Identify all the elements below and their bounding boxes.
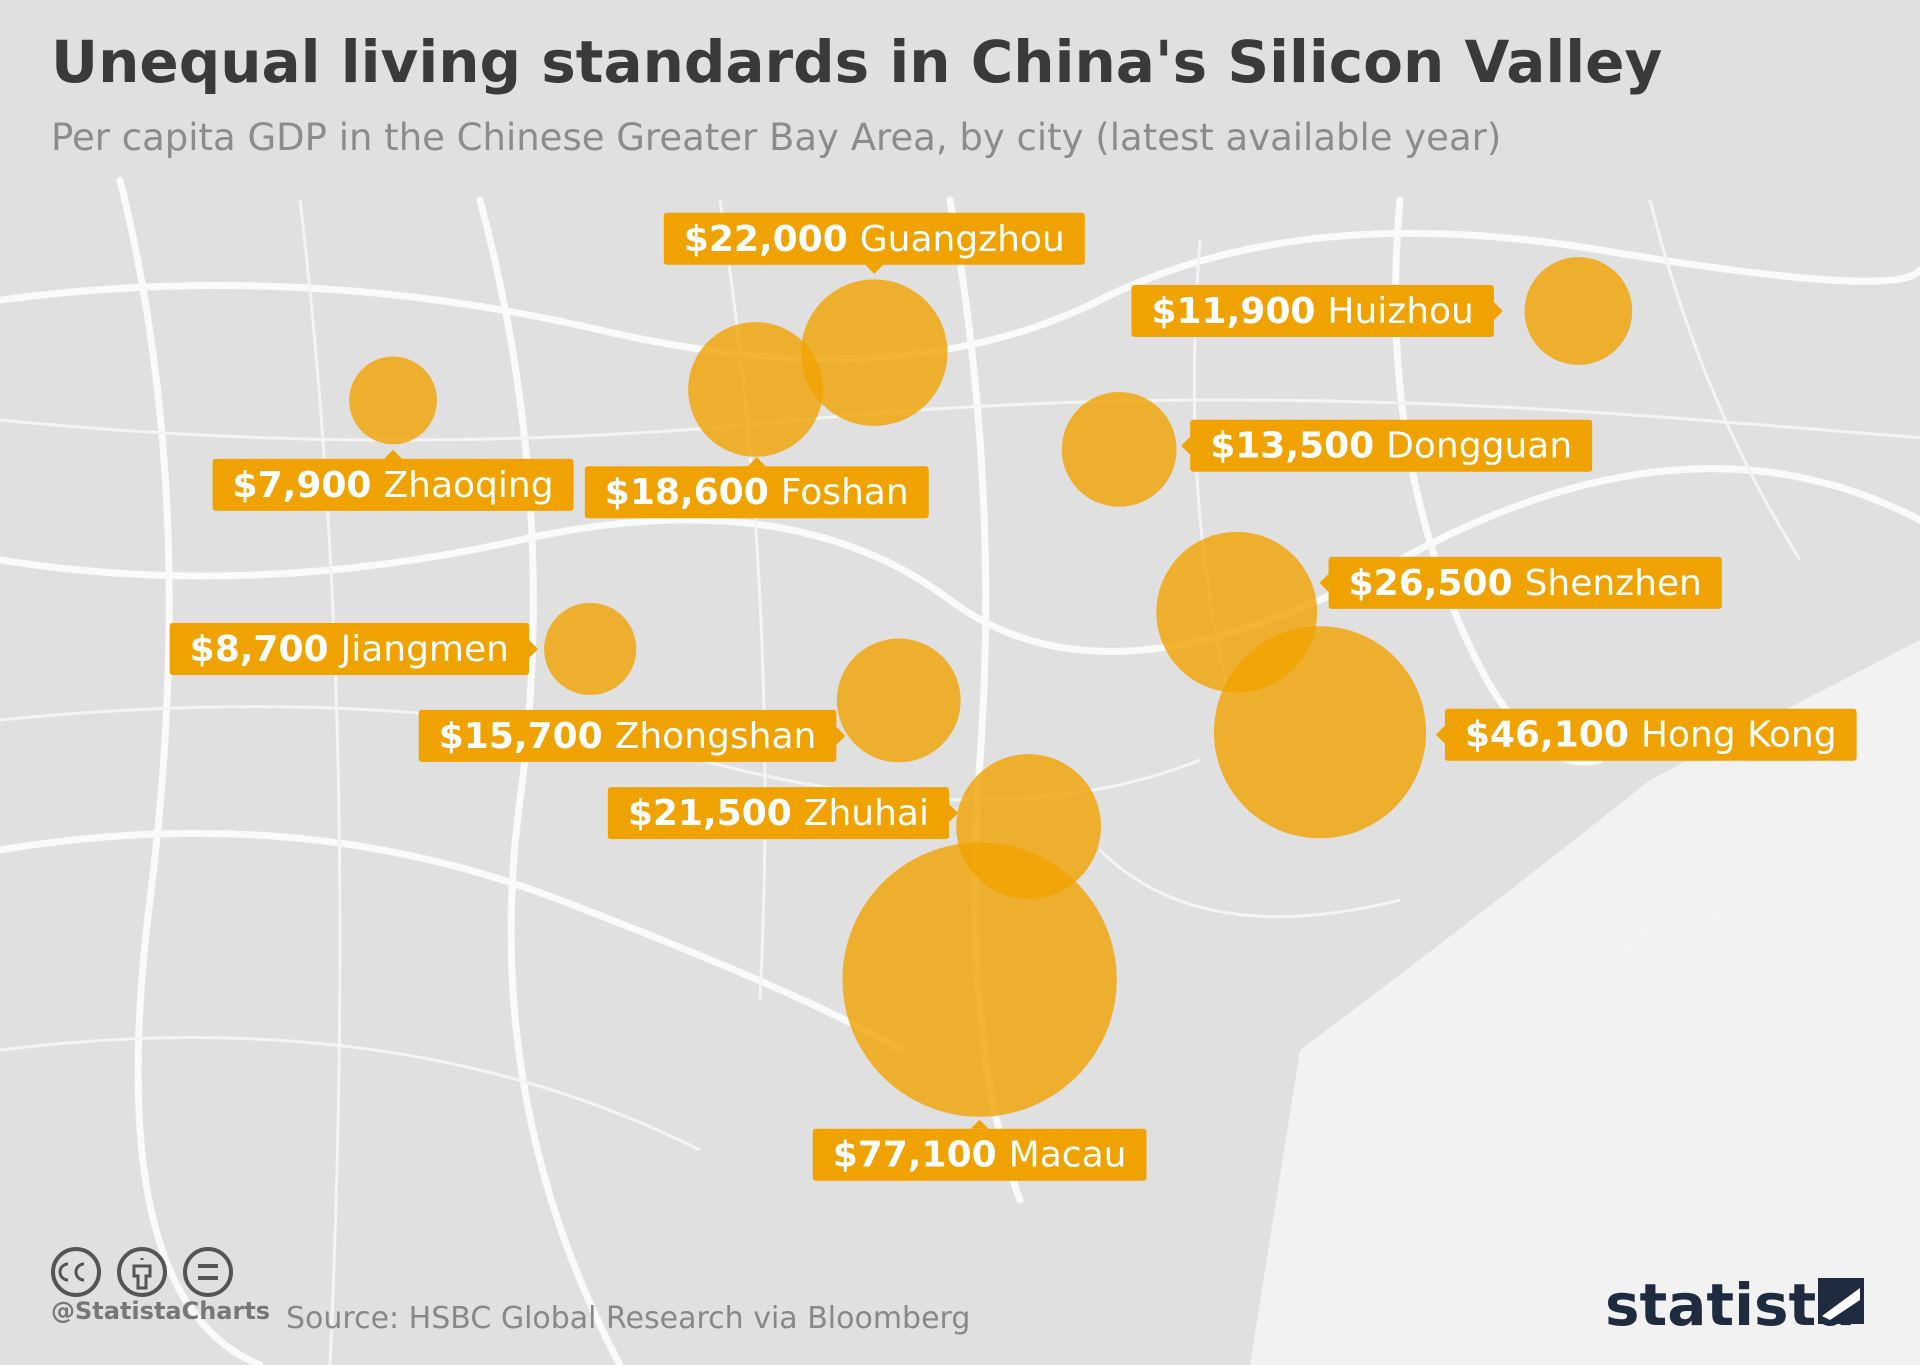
bubble xyxy=(836,638,961,763)
chart-subtitle: Per capita GDP in the Chinese Greater Ba… xyxy=(51,116,1501,159)
label-pointer xyxy=(865,264,884,274)
city-name: Shenzhen xyxy=(1525,563,1702,604)
label-pointer xyxy=(948,804,958,823)
value-label: $8,700 xyxy=(190,629,329,670)
bubble xyxy=(544,602,637,696)
bubbles xyxy=(349,257,1633,1117)
city-name: Zhuhai xyxy=(804,793,929,834)
label-box xyxy=(418,709,837,762)
label-text: $11,900 Huizhou xyxy=(1151,291,1473,332)
label-box xyxy=(1328,556,1722,609)
label-text: $18,600 Foshan xyxy=(605,472,909,513)
label-pointer xyxy=(1319,573,1329,592)
label-box xyxy=(1190,419,1593,472)
bubble-label: $21,500 Zhuhai xyxy=(607,787,958,840)
label-box xyxy=(1444,708,1857,761)
logo-mark xyxy=(1818,1278,1864,1324)
bubble-label: $26,500 Shenzhen xyxy=(1319,556,1722,609)
bubble-label: $11,900 Huizhou xyxy=(1131,285,1503,338)
footer-source: Source: HSBC Global Research via Bloombe… xyxy=(286,1301,970,1336)
city-name: Jiangmen xyxy=(339,629,509,670)
chart-title: Unequal living standards in China's Sili… xyxy=(51,28,1662,96)
value-label: $26,500 xyxy=(1349,563,1513,604)
value-label: $21,500 xyxy=(628,793,792,834)
bubble-label: $8,700 Jiangmen xyxy=(169,622,538,675)
bubble-label: $77,100 Macau xyxy=(812,1119,1147,1181)
label-pointer xyxy=(528,639,538,658)
label-pointer xyxy=(747,457,766,467)
label-text: $77,100 Macau xyxy=(833,1135,1127,1176)
value-label: $11,900 xyxy=(1151,291,1315,332)
city-name: Foshan xyxy=(781,472,909,513)
city-name: Zhongshan xyxy=(615,716,817,757)
label-text: $46,100 Hong Kong xyxy=(1465,715,1837,756)
label-box xyxy=(607,787,949,840)
city-name: Guangzhou xyxy=(860,219,1065,260)
bubble xyxy=(801,279,948,426)
label-box xyxy=(812,1128,1147,1181)
label-pointer xyxy=(1181,436,1191,455)
label-text: $8,700 Jiangmen xyxy=(190,629,509,670)
value-label: $13,500 xyxy=(1210,426,1374,467)
bubble-label: $15,700 Zhongshan xyxy=(418,709,846,762)
bubble xyxy=(349,356,437,445)
bubble-label: $7,900 Zhaoqing xyxy=(212,449,574,511)
label-box xyxy=(1131,285,1494,338)
label-box xyxy=(584,466,929,519)
label-box xyxy=(169,622,529,675)
bubble-label: $46,100 Hong Kong xyxy=(1435,708,1857,761)
value-label: $46,100 xyxy=(1465,715,1629,756)
city-name: Zhaoqing xyxy=(383,465,553,506)
label-pointer xyxy=(836,726,846,745)
footer-handle: @StatistaCharts xyxy=(51,1297,270,1325)
value-label: $22,000 xyxy=(684,219,848,260)
label-pointer xyxy=(384,449,403,459)
bubble-label: $13,500 Dongguan xyxy=(1181,419,1593,472)
label-text: $7,900 Zhaoqing xyxy=(233,465,554,506)
bubble xyxy=(1524,257,1633,365)
bubble xyxy=(842,842,1117,1117)
label-text: $22,000 Guangzhou xyxy=(684,219,1065,260)
label-pointer xyxy=(1435,725,1445,744)
label-box xyxy=(212,458,574,511)
bubble-label: $18,600 Foshan xyxy=(584,457,929,519)
label-text: $15,700 Zhongshan xyxy=(439,716,817,757)
label-pointer xyxy=(970,1119,989,1129)
city-name: Macau xyxy=(1009,1135,1127,1176)
license-icons xyxy=(51,1247,233,1297)
label-text: $13,500 Dongguan xyxy=(1210,426,1572,467)
label-box xyxy=(663,212,1085,265)
city-name: Hong Kong xyxy=(1641,715,1837,756)
logo: statista xyxy=(1605,1271,1855,1339)
bubble xyxy=(688,322,823,457)
value-label: $7,900 xyxy=(233,465,372,506)
bubble xyxy=(1213,626,1427,839)
label-pointer xyxy=(1493,302,1503,321)
city-name: Huizhou xyxy=(1327,291,1473,332)
city-name: Dongguan xyxy=(1386,426,1572,467)
bubble xyxy=(1061,392,1177,507)
bubble-label: $22,000 Guangzhou xyxy=(663,212,1085,274)
value-label: $77,100 xyxy=(833,1135,997,1176)
value-label: $15,700 xyxy=(439,716,603,757)
labels: $22,000 Guangzhou $11,900 Huizhou $7,900 Zhao… xyxy=(169,212,1857,1181)
value-label: $18,600 xyxy=(605,472,769,513)
label-text: $21,500 Zhuhai xyxy=(628,793,929,834)
label-text: $26,500 Shenzhen xyxy=(1349,563,1702,604)
